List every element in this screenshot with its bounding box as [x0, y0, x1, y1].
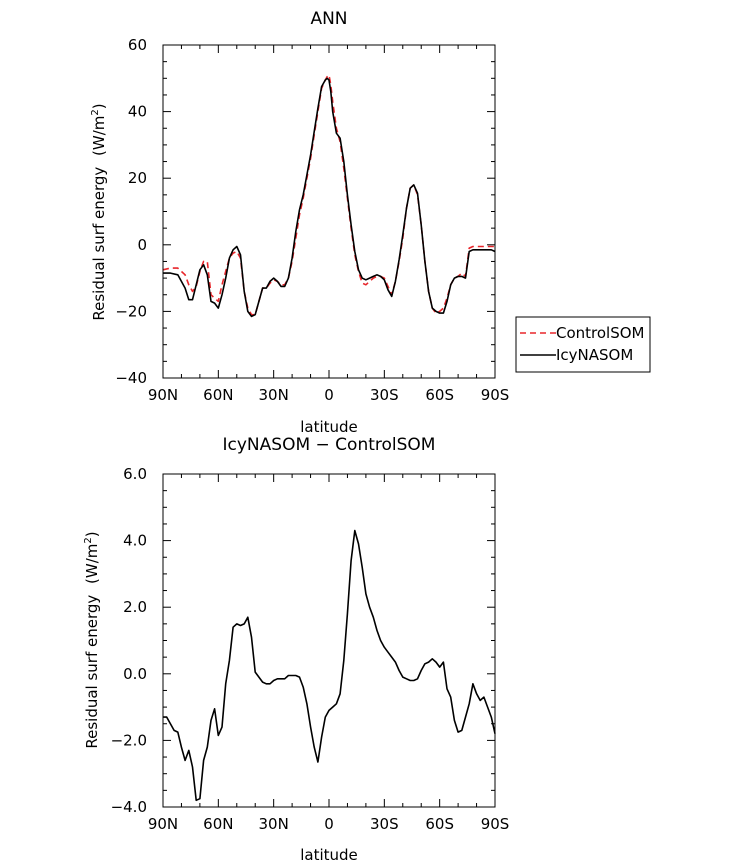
bottom-xtick-label: 30S — [370, 815, 399, 833]
top-chart-title: ANN — [310, 9, 347, 29]
top-chart-legend: ControlSOM IcyNASOM — [515, 316, 651, 373]
bottom-chart-plot-frame — [162, 473, 496, 808]
legend-box — [515, 316, 651, 373]
top-ytick-label: 20 — [128, 169, 147, 187]
top-chart-ylabel: Residual surf energy (W/m2) — [90, 103, 108, 320]
bottom-series-line-difference — [163, 529, 496, 802]
bottom-chart-ylabel: Residual surf energy (W/m2) — [83, 531, 101, 748]
bottom-ytick-label: −4.0 — [111, 798, 147, 816]
top-xtick-label: 90N — [148, 386, 178, 404]
bottom-xtick-label: 60S — [425, 815, 454, 833]
top-xtick-label: 90S — [481, 386, 510, 404]
top-ytick-label: −40 — [115, 369, 147, 387]
bottom-xtick-label: 90S — [481, 815, 510, 833]
top-xtick-label: 60N — [203, 386, 233, 404]
bottom-xtick-label: 0 — [324, 815, 334, 833]
top-ytick-label: −20 — [115, 302, 147, 320]
bottom-xtick-label: 90N — [148, 815, 178, 833]
bottom-ytick-label: 2.0 — [123, 598, 147, 616]
top-xtick-label: 30S — [370, 386, 399, 404]
legend-label-icynasom: IcyNASOM — [556, 346, 633, 364]
bottom-xtick-label: 60N — [203, 815, 233, 833]
top-ytick-label: 60 — [128, 36, 147, 54]
bottom-xtick-label: 30N — [259, 815, 289, 833]
top-chart-panel: ANN latitude Residual surf energy (W/m2)… — [90, 9, 509, 436]
top-chart-xlabel: latitude — [300, 418, 358, 436]
bottom-ytick-label: −2.0 — [111, 731, 147, 749]
top-chart-plot-frame — [162, 44, 496, 379]
top-xtick-label: 60S — [425, 386, 454, 404]
legend-label-controlsom: ControlSOM — [556, 324, 645, 342]
top-xtick-label: 0 — [324, 386, 334, 404]
bottom-chart-title: IcyNASOM − ControlSOM — [223, 435, 436, 455]
bottom-ytick-label: 6.0 — [123, 465, 147, 483]
top-xtick-label: 30N — [259, 386, 289, 404]
bottom-ytick-label: 0.0 — [123, 665, 147, 683]
top-ytick-label: 40 — [128, 103, 147, 121]
top-ytick-label: 0 — [137, 236, 147, 254]
bottom-chart-xlabel: latitude — [300, 846, 358, 864]
top-series-line-icynasom — [163, 77, 496, 318]
bottom-chart-panel: IcyNASOM − ControlSOM latitude Residual … — [83, 435, 509, 864]
bottom-ytick-label: 4.0 — [123, 532, 147, 550]
